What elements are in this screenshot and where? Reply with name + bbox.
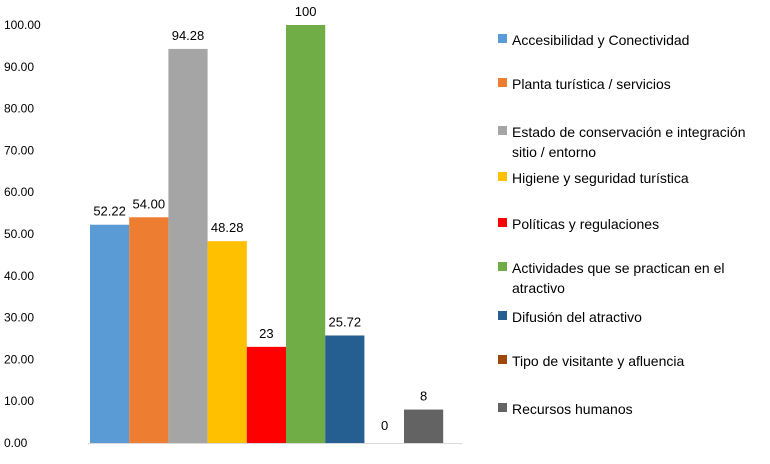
y-tick-label: 50.00 <box>4 227 34 241</box>
legend-swatch <box>498 218 507 227</box>
y-tick-label: 70.00 <box>4 143 34 157</box>
legend-label: Recursos humanos <box>512 401 633 417</box>
y-tick-label: 100.00 <box>4 18 41 32</box>
bar-chart-plot: 0.00 10.00 20.00 30.00 40.00 50.00 60.00 70.00 8… <box>4 4 462 450</box>
data-label: 100 <box>295 4 317 19</box>
data-label: 0 <box>381 418 388 433</box>
legend-swatch <box>498 126 507 135</box>
legend-label: Políticas y regulaciones <box>512 216 660 232</box>
y-tick-label: 0.00 <box>4 436 28 450</box>
legend-item: Tipo de visitante y afluencia <box>498 351 764 371</box>
legend-label: Difusión del atractivo <box>512 309 642 325</box>
legend-item: Políticas y regulaciones <box>498 214 764 234</box>
legend-label: Higiene y seguridad turística <box>512 170 689 186</box>
legend-swatch <box>498 262 507 271</box>
legend-label: Tipo de visitante y afluencia <box>512 353 685 369</box>
bar-9 <box>404 409 444 443</box>
legend-item: Actividades que se practican en el atrac… <box>498 258 764 298</box>
y-tick-label: 40.00 <box>4 269 34 283</box>
legend-swatch <box>498 78 507 87</box>
y-tick-label: 90.00 <box>4 60 34 74</box>
bar-1 <box>90 224 130 443</box>
data-label: 23 <box>259 326 273 341</box>
legend-swatch <box>498 34 507 43</box>
legend-swatch <box>498 355 507 364</box>
legend: Accesibilidad y Conectividad Planta turís… <box>498 0 766 464</box>
legend-label: Estado de conservación e integración sit… <box>512 124 746 160</box>
y-tick-label: 80.00 <box>4 102 34 116</box>
legend-item: Recursos humanos <box>498 399 764 419</box>
data-label: 52.22 <box>93 204 126 219</box>
bar-7 <box>325 335 365 443</box>
y-tick-label: 30.00 <box>4 311 34 325</box>
legend-label: Planta turística / servicios <box>512 76 671 92</box>
data-label: 8 <box>420 389 427 404</box>
legend-swatch <box>498 403 507 412</box>
legend-swatch <box>498 311 507 320</box>
y-tick-label: 10.00 <box>4 394 34 408</box>
legend-item: Estado de conservación e integración sit… <box>498 122 764 162</box>
legend-label: Actividades que se practican en el atrac… <box>512 260 725 296</box>
bar-2 <box>129 217 169 443</box>
legend-item: Difusión del atractivo <box>498 307 764 327</box>
data-label: 54.00 <box>133 196 166 211</box>
y-tick-label: 60.00 <box>4 185 34 199</box>
legend-item: Planta turística / servicios <box>498 74 764 94</box>
legend-item: Accesibilidad y Conectividad <box>498 30 764 50</box>
bar-6 <box>286 25 326 443</box>
legend-item: Higiene y seguridad turística <box>498 168 764 188</box>
y-tick-label: 20.00 <box>4 352 34 366</box>
bar-4 <box>207 241 247 443</box>
legend-swatch <box>498 172 507 181</box>
data-label: 48.28 <box>211 220 244 235</box>
data-label: 25.72 <box>329 314 362 329</box>
legend-label: Accesibilidad y Conectividad <box>512 32 690 48</box>
data-label: 94.28 <box>172 28 205 43</box>
bar-5 <box>246 346 286 443</box>
bar-3 <box>168 48 208 443</box>
